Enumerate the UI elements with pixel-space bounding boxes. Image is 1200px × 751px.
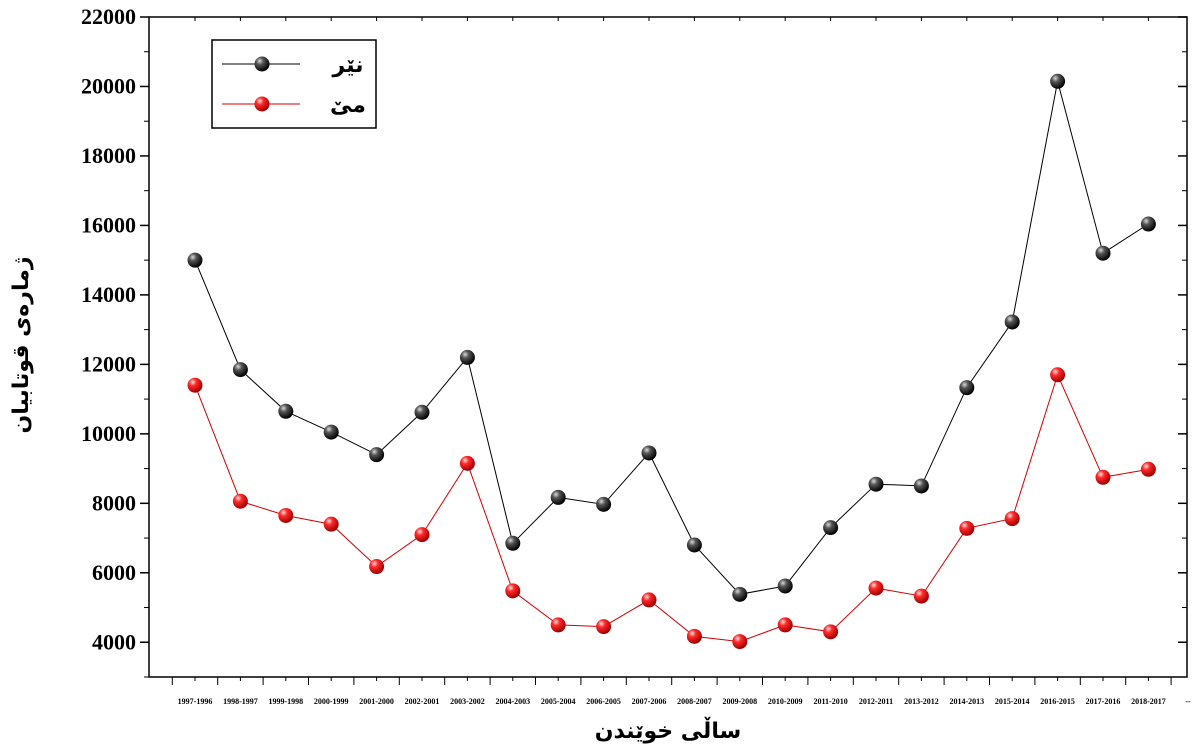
legend-label-female: مێ [330,93,366,118]
x-tick-label: 2002-2001 [405,697,440,706]
series-1-point [1140,461,1156,477]
y-axis: 4000 6000 8000 10000 12000 14000 16000 18000 200… [81,4,1187,678]
legend: نێر مێ [211,39,377,129]
series-1-point [686,628,702,644]
series-1-point [550,617,566,633]
series-1-point [232,493,248,509]
series-1-point [913,588,929,604]
series-0-point [187,252,203,268]
x-tick-label: 2017-2016 [1086,697,1121,706]
y-tick-label: 20000 [81,73,136,98]
series-1-point [278,507,294,523]
x-tick-label: 2004-2003 [495,697,530,706]
series-layer [187,73,1156,650]
series-1-point [868,580,884,596]
x-tick-label: 1999-1998 [268,697,303,706]
series-0-point [686,537,702,553]
x-tick-label: 2000-1999 [314,697,349,706]
y-tick-label: 16000 [81,212,136,237]
y-tick-label: 22000 [81,4,136,29]
y-axis-title: ژمارەی قوتابیان [9,256,34,433]
y-tick-label: 14000 [81,282,136,307]
x-tick-label: 2006-2005 [586,697,621,706]
x-tick-label: 2013-2012 [904,697,939,706]
series-1-point [1095,469,1111,485]
series-1-point [414,527,430,543]
series-line-1 [194,373,1149,643]
series-1-point [369,559,385,575]
y-tick-label: 10000 [81,421,136,446]
x-tick-label: 2016-2015 [1040,697,1075,706]
x-tick-label: 2003-2002 [450,697,485,706]
x-tick-label: 2010-2009 [768,697,803,706]
series-0-point [459,349,475,365]
x-tick-label-trailing: -- [1185,697,1191,706]
x-tick-label: 2005-2004 [541,697,576,706]
x-tick-label: 2015-2014 [995,697,1030,706]
series-1-point [823,624,839,640]
series-1-point [732,634,748,650]
legend-label-male: نێر [332,53,364,78]
series-1-point [1050,367,1066,383]
x-tick-label: 2014-2013 [949,697,984,706]
series-0-point [369,447,385,463]
y-tick-label: 6000 [92,560,136,585]
legend-box [211,39,377,129]
series-0-point [596,496,612,512]
legend-marker-male [254,56,270,72]
series-0-point [505,535,521,551]
series-0-point [959,380,975,396]
x-tick-label: 2001-2000 [359,697,394,706]
series-0-point [1095,245,1111,261]
y-tick-label: 8000 [92,490,136,515]
series-1-point [323,516,339,532]
x-tick-label: 1998-1997 [223,697,258,706]
y-tick-label: 12000 [81,351,136,376]
series-0-point [278,403,294,419]
series-0-point [550,489,566,505]
plot-frame [148,16,1188,678]
series-0-point [823,520,839,536]
series-0-point [414,404,430,420]
series-0-point [1050,73,1066,89]
x-tick-label: 2018-2017 [1131,697,1166,706]
series-0-point [641,445,657,461]
series-0-point [232,362,248,378]
series-1-point [596,619,612,635]
x-tick-label: 2009-2008 [722,697,757,706]
series-0-point [1140,216,1156,232]
series-0-point [732,586,748,602]
x-tick-label: 2008-2007 [677,697,712,706]
y-tick-label: 18000 [81,143,136,168]
x-axis: 1997-1996 1998-1997 1999-1998 2000-1999 2001… [171,17,1191,706]
series-1-point [959,520,975,536]
series-1-point [187,377,203,393]
series-0-point [1004,314,1020,330]
x-tick-label: 2011-2010 [813,697,847,706]
x-tick-label: 1997-1996 [178,697,213,706]
series-line-0 [194,81,1149,595]
series-0-point [913,478,929,494]
x-axis-title: ساڵی خوێندن [595,716,741,744]
x-tick-label: 2012-2011 [859,697,893,706]
series-1-point [459,455,475,471]
series-0-point [777,578,793,594]
x-tick-label: 2007-2006 [632,697,667,706]
series-0-point [868,476,884,492]
series-1-point [505,583,521,599]
legend-marker-female [254,96,270,112]
series-0-point [323,424,339,440]
y-tick-label: 4000 [92,629,136,654]
series-1-point [777,617,793,633]
series-1-point [641,592,657,608]
series-1-point [1004,511,1020,527]
